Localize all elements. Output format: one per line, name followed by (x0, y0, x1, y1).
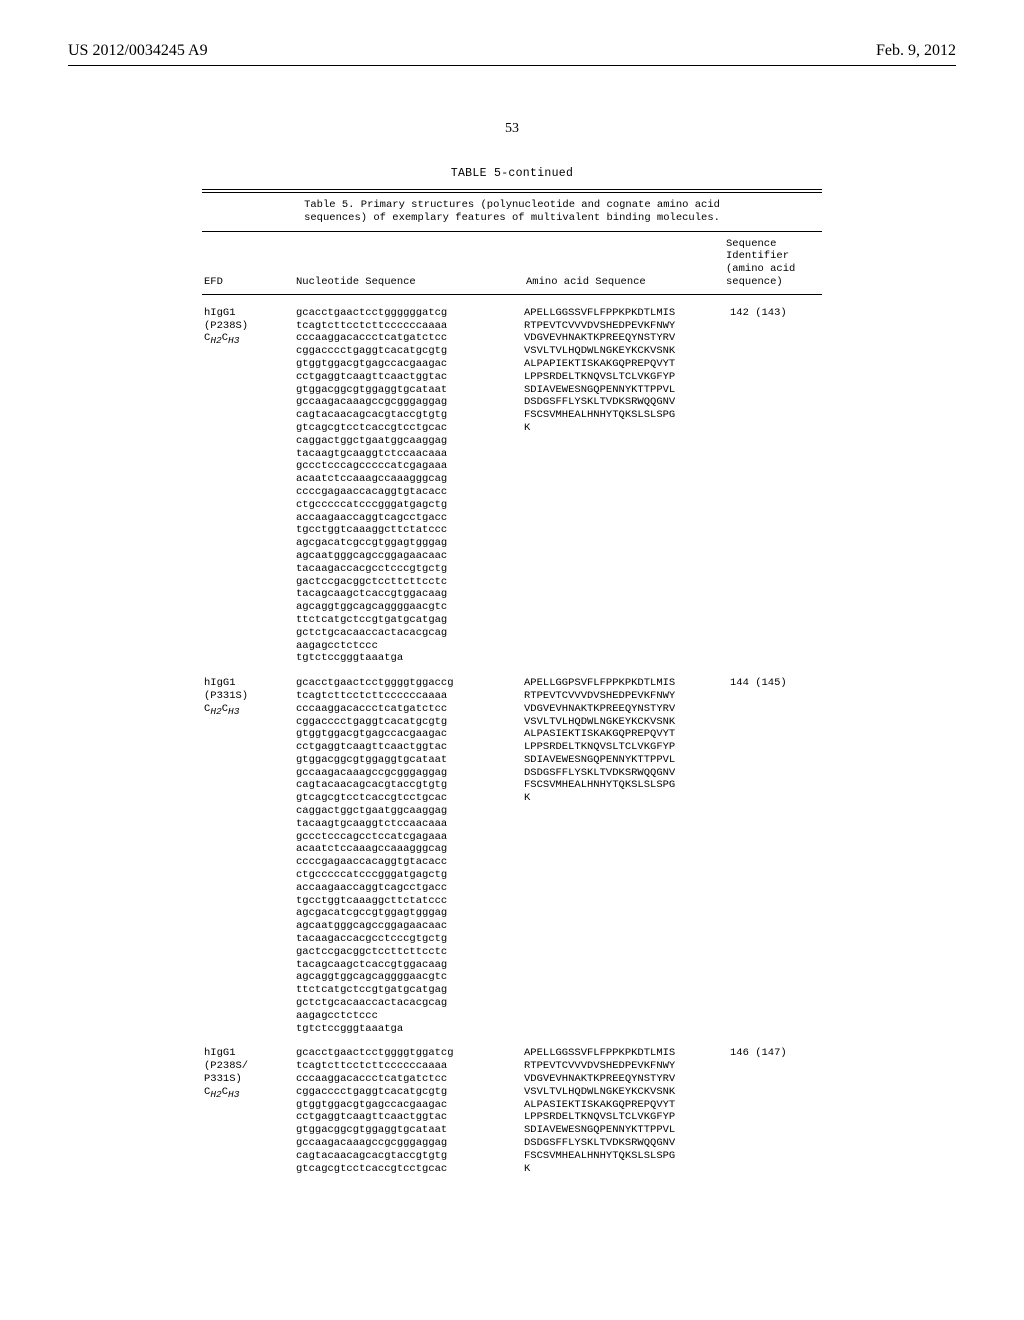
col-seq: Sequence Identifier (amino acid sequence… (726, 238, 824, 289)
seqid-cell: 146 (147) (726, 1047, 824, 1060)
nucleotide-cell: gcacctgaactcctggggtggatcg tcagtcttcctctt… (296, 1047, 524, 1175)
header-right: Feb. 9, 2012 (876, 42, 956, 60)
nucleotide-cell: gcacctgaactcctggggtggaccg tcagtcttcctctt… (296, 677, 524, 1035)
table-rule-top1 (202, 189, 822, 190)
table-row: hIgG1(P331S)CH2CH3gcacctgaactcctggggtgga… (202, 665, 822, 1035)
table5: TABLE 5-continued Table 5. Primary struc… (202, 167, 822, 1175)
header-left: US 2012/0034245 A9 (68, 42, 208, 60)
table-title: TABLE 5-continued (202, 167, 822, 181)
col-amino: Amino acid Sequence (526, 276, 726, 289)
table-row: hIgG1(P238S)CH2CH3gcacctgaactcctggggggat… (202, 295, 822, 665)
running-header: US 2012/0034245 A9 Feb. 9, 2012 (68, 42, 956, 60)
table-header-row: EFD Nucleotide Sequence Amino acid Seque… (202, 232, 822, 294)
amino-cell: APELLGGSSVFLFPPKPKDTLMIS RTPEVTCVVVDVSHE… (524, 1047, 726, 1175)
col-nuc: Nucleotide Sequence (296, 276, 526, 289)
seqid-cell: 142 (143) (726, 307, 824, 320)
table-row: hIgG1(P238S/P331S)CH2CH3gcacctgaactcctgg… (202, 1035, 822, 1175)
table-body: hIgG1(P238S)CH2CH3gcacctgaactcctggggggat… (202, 295, 822, 1176)
efd-cell: hIgG1(P238S)CH2CH3 (204, 307, 296, 347)
page-number: 53 (68, 121, 956, 137)
header-rule (68, 65, 956, 66)
nucleotide-cell: gcacctgaactcctggggggatcg tcagtcttcctcttc… (296, 307, 524, 665)
efd-cell: hIgG1(P238S/P331S)CH2CH3 (204, 1047, 296, 1100)
efd-cell: hIgG1(P331S)CH2CH3 (204, 677, 296, 717)
table-caption: Table 5. Primary structures (polynucleot… (202, 193, 822, 231)
amino-cell: APELLGGSSVFLFPPKPKDTLMIS RTPEVTCVVVDVSHE… (524, 307, 726, 435)
col-efd: EFD (204, 276, 296, 289)
amino-cell: APELLGGPSVFLFPPKPKDTLMIS RTPEVTCVVVDVSHE… (524, 677, 726, 805)
seqid-cell: 144 (145) (726, 677, 824, 690)
page: US 2012/0034245 A9 Feb. 9, 2012 53 TABLE… (0, 0, 1024, 1175)
